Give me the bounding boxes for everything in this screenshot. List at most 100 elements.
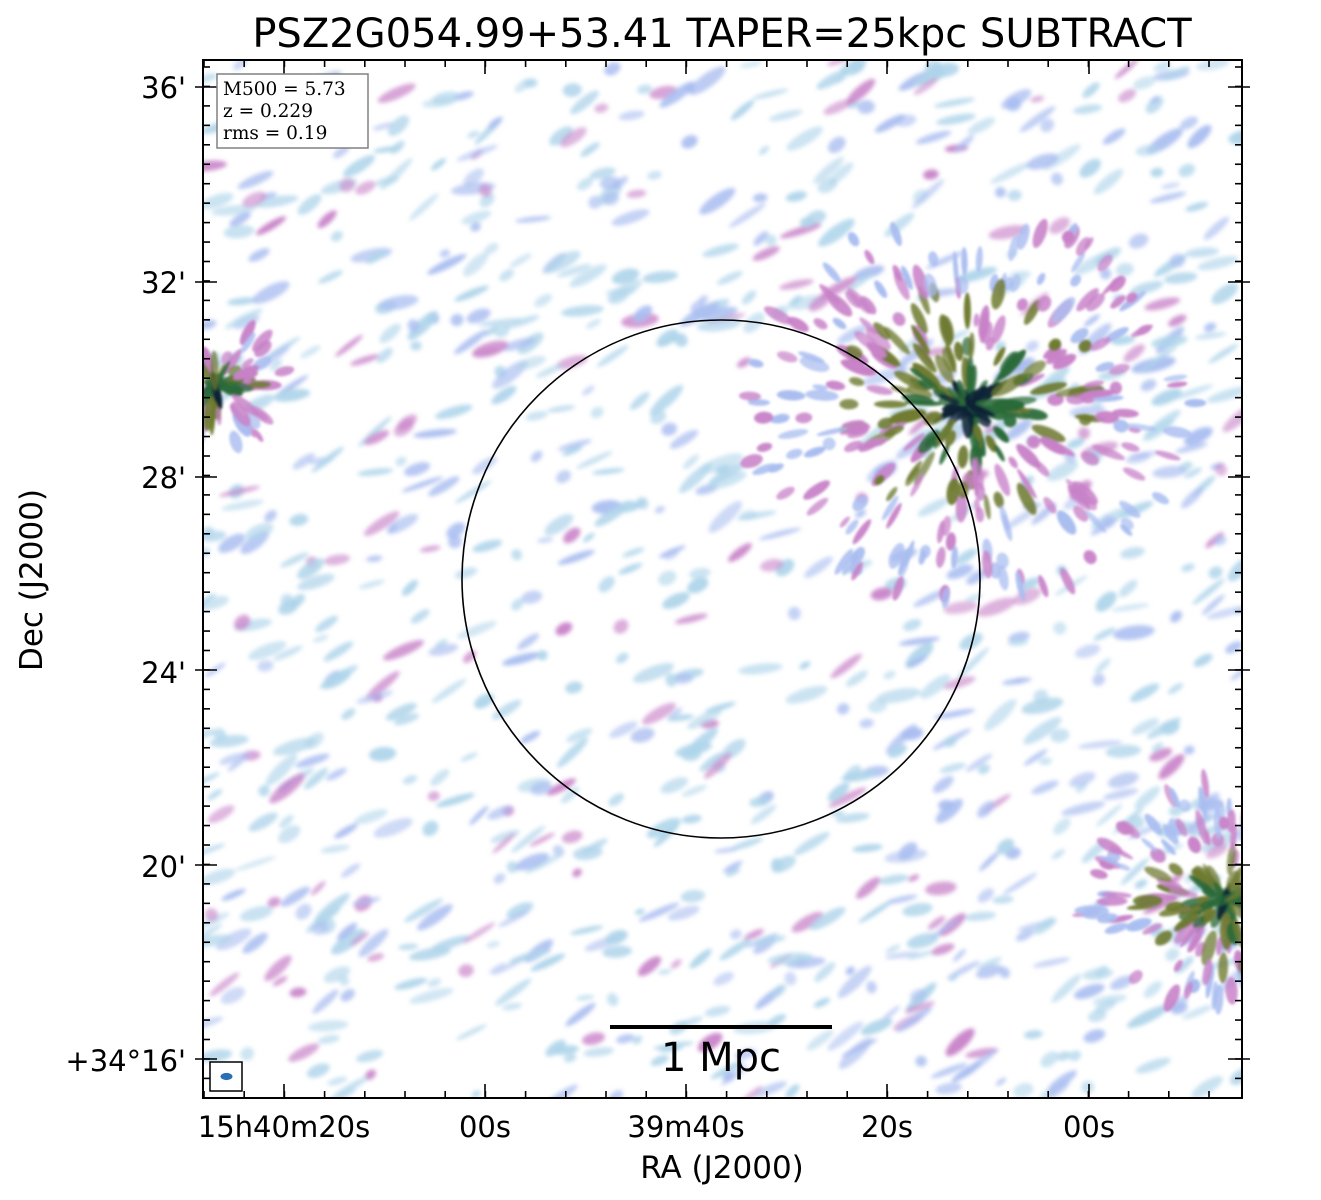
source-artefact [873, 322, 891, 340]
source-artefact [769, 414, 789, 424]
noise-speckle [407, 319, 420, 333]
source-artefact [1031, 424, 1066, 443]
noise-speckle [915, 1055, 927, 1067]
noise-speckle [642, 271, 678, 283]
source-artefact [756, 442, 773, 452]
noise-speckle [431, 91, 460, 105]
noise-speckle [662, 592, 690, 609]
noise-speckle [1082, 82, 1100, 99]
source-artefact [1274, 865, 1305, 888]
noise-speckle [908, 874, 920, 882]
source-artefact [909, 367, 925, 380]
noise-speckle [1051, 172, 1063, 186]
noise-speckle [582, 532, 595, 543]
noise-speckle [502, 652, 541, 666]
noise-speckle [317, 210, 337, 229]
noise-speckle [395, 456, 407, 467]
noise-speckle [669, 429, 699, 449]
source-artefact [747, 399, 771, 406]
noise-speckle [785, 685, 828, 704]
noise-speckle [304, 732, 324, 750]
noise-speckle [830, 653, 862, 679]
noise-speckle [758, 145, 770, 155]
noise-speckle [365, 670, 400, 700]
noise-speckle [790, 295, 802, 306]
noise-speckle [609, 721, 638, 738]
source-artefact [1086, 293, 1105, 312]
noise-speckle [517, 633, 540, 650]
noise-speckle [342, 155, 376, 178]
noise-speckle [278, 825, 301, 844]
noise-speckle [544, 513, 574, 536]
noise-speckle [784, 971, 797, 986]
noise-speckle [630, 727, 655, 743]
noise-speckle [380, 158, 413, 190]
source-artefact [991, 315, 1006, 344]
noise-speckle [576, 994, 595, 1001]
noise-speckle [1158, 754, 1185, 780]
source-artefact [1155, 450, 1181, 461]
noise-speckle [749, 796, 770, 808]
source-artefact [1015, 571, 1026, 602]
noise-speckle [1175, 442, 1208, 454]
source-artefact [776, 351, 798, 363]
source-artefact [1272, 874, 1296, 888]
noise-speckle [1040, 1051, 1059, 1068]
noise-speckle [225, 308, 263, 329]
noise-speckle [1031, 780, 1059, 795]
noise-speckle [364, 430, 390, 446]
noise-speckle [622, 565, 635, 573]
noise-speckle [562, 83, 582, 97]
source-artefact [886, 502, 902, 529]
noise-speckle [495, 978, 532, 1006]
source-artefact [822, 262, 842, 283]
source-artefact [1073, 505, 1089, 522]
noise-speckle [530, 953, 566, 972]
source-artefact [1291, 931, 1313, 948]
noise-speckle [855, 509, 867, 518]
noise-speckle [650, 1055, 669, 1066]
source-artefact [1162, 824, 1179, 845]
noise-speckle [1211, 283, 1239, 305]
noise-speckle [407, 311, 438, 341]
noise-speckle [563, 527, 581, 544]
noise-speckle [743, 928, 764, 941]
noise-speckle [859, 718, 874, 729]
noise-speckle [1006, 419, 1032, 440]
source-artefact [154, 395, 172, 406]
noise-speckle [273, 388, 311, 402]
noise-speckle [358, 929, 389, 957]
noise-speckle [373, 145, 403, 153]
source-artefact [965, 402, 996, 417]
source-artefact [1309, 948, 1321, 973]
noise-speckle [1208, 566, 1223, 579]
source-artefact [874, 474, 885, 486]
noise-speckle [1118, 579, 1138, 598]
noise-speckle [1225, 641, 1242, 654]
source-artefact [1249, 974, 1262, 999]
source-artefact [1076, 288, 1099, 312]
source-artefact [892, 312, 906, 326]
noise-speckle [325, 767, 347, 781]
noise-speckle [203, 73, 218, 83]
r500-circle [461, 319, 981, 839]
noise-speckle [582, 385, 595, 396]
noise-speckle [888, 744, 908, 758]
source-artefact [851, 561, 863, 581]
noise-speckle [248, 812, 278, 832]
y-axis-label: Dec (J2000) [14, 489, 50, 671]
source-artefact [941, 587, 950, 609]
source-artefact [973, 424, 983, 442]
source-artefact [1178, 799, 1191, 812]
noise-speckle [977, 888, 994, 903]
source-artefact [1126, 917, 1152, 932]
noise-speckle [530, 450, 543, 463]
source-artefact [180, 332, 204, 363]
source-artefact [183, 398, 202, 419]
source-artefact [996, 552, 1009, 569]
noise-speckle [713, 971, 734, 986]
source-artefact [1169, 787, 1181, 809]
noise-speckle [530, 781, 553, 796]
noise-speckle [835, 812, 870, 823]
source-artefact [1083, 380, 1104, 388]
